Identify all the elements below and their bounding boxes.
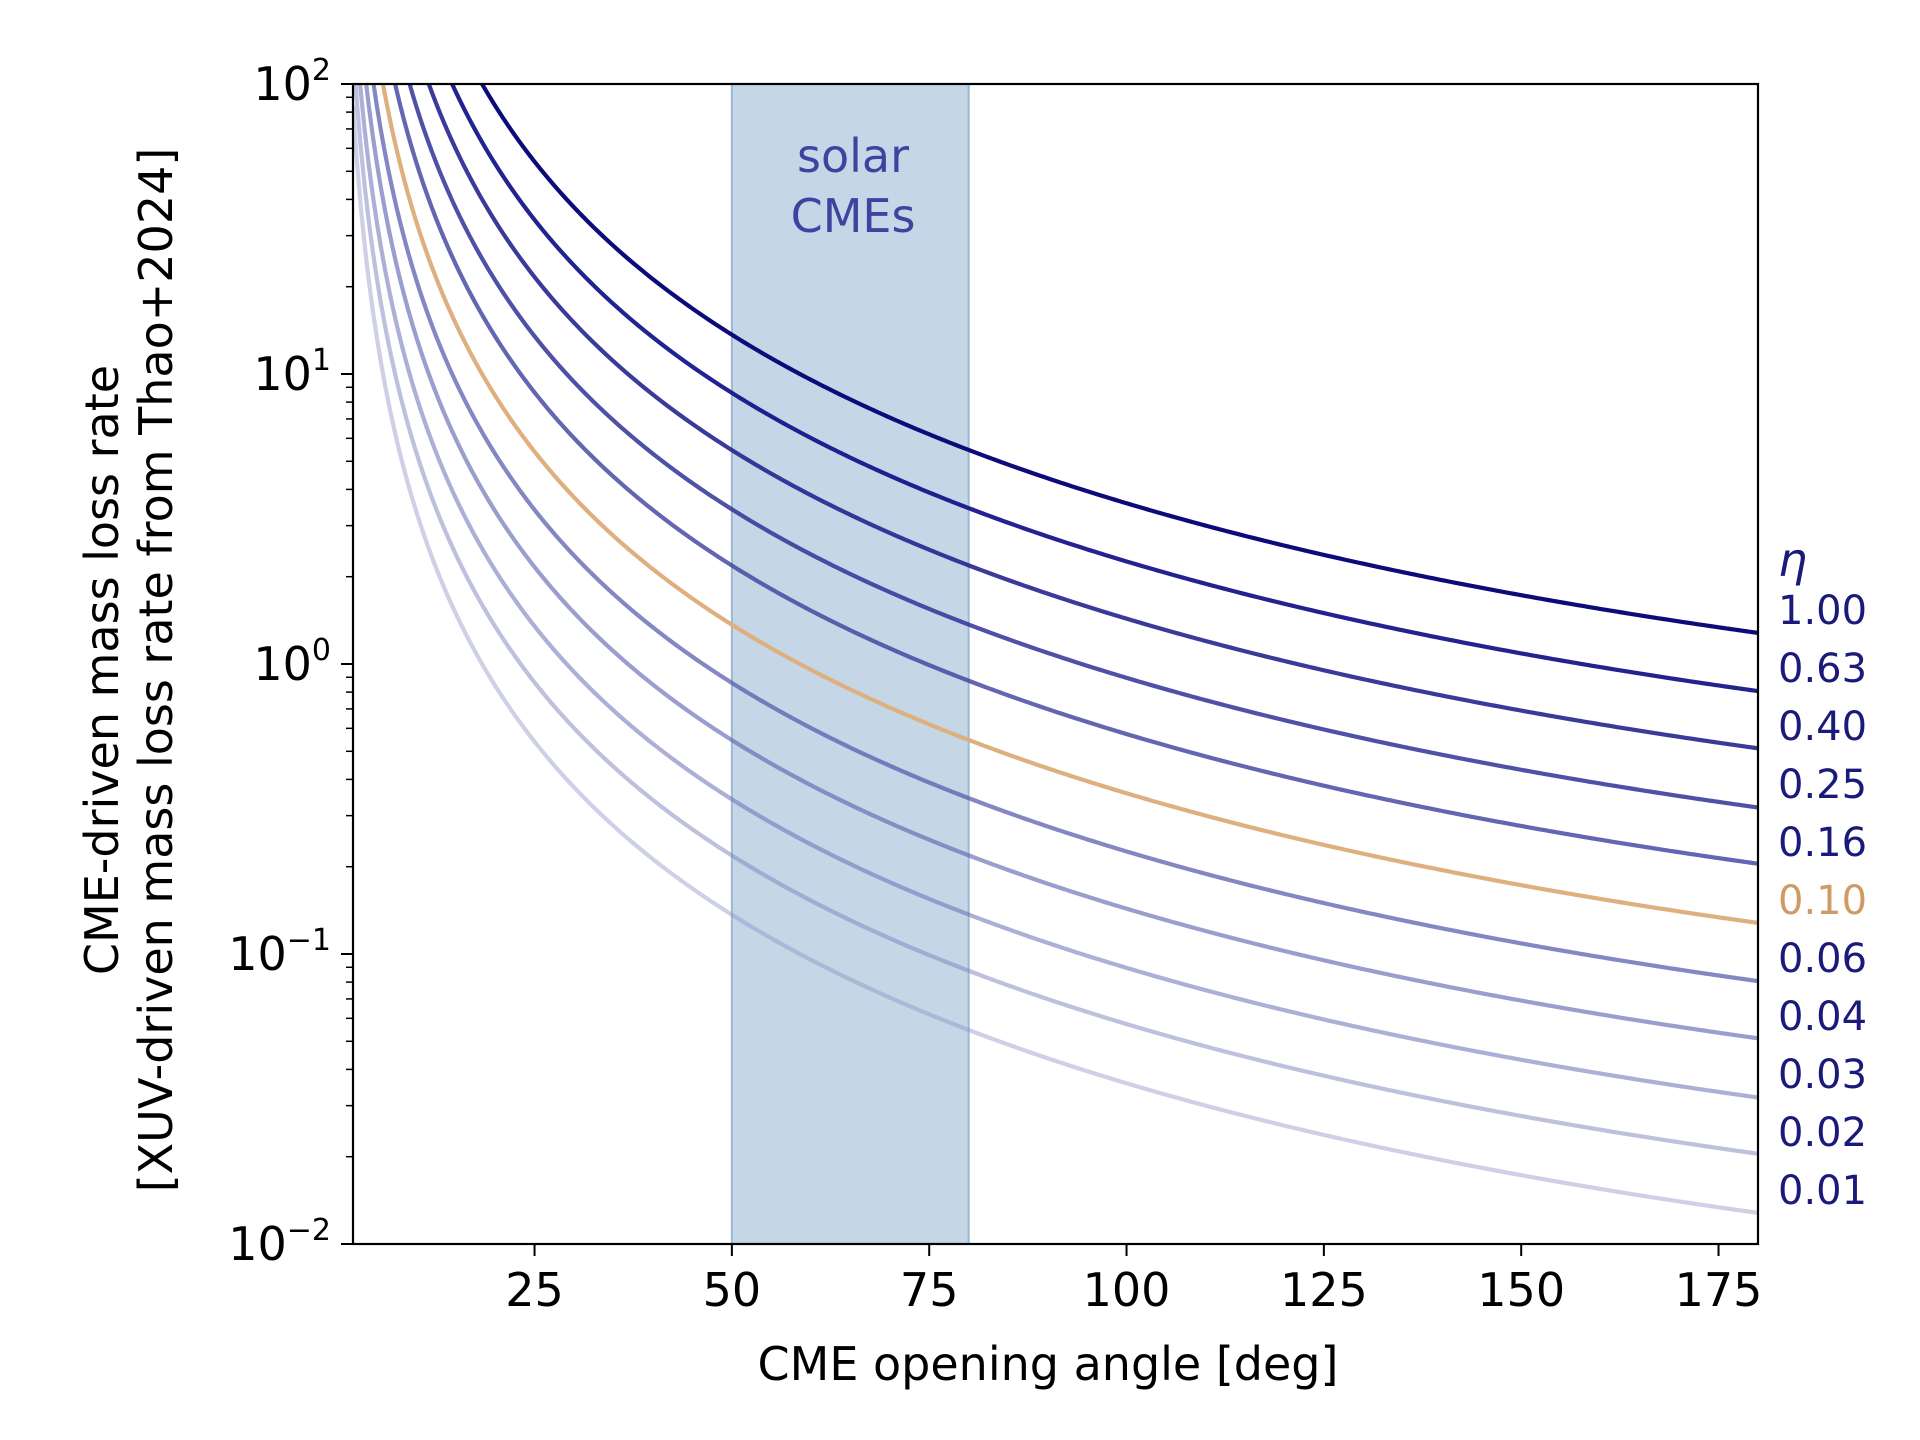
- series-label-eta-0.03: 0.03: [1778, 1052, 1867, 1098]
- series-line-eta-0.02: [353, 84, 1758, 1156]
- series-label-eta-0.40: 0.40: [1778, 704, 1867, 750]
- x-axis-label: CME opening angle [deg]: [758, 1337, 1339, 1391]
- x-tick-label: 150: [1477, 1263, 1565, 1317]
- band-label-line1: solar: [797, 129, 909, 183]
- series-label-eta-0.16: 0.16: [1778, 820, 1867, 866]
- y-tick-label: 10−2: [228, 1213, 331, 1271]
- y-axis-label-line1: CME-driven mass loss rate: [75, 365, 129, 975]
- series-label-eta-0.25: 0.25: [1778, 762, 1867, 808]
- series-label-eta-0.02: 0.02: [1778, 1110, 1867, 1156]
- series-label-eta-0.10: 0.10: [1778, 878, 1867, 924]
- series-line-eta-0.63: [449, 84, 1758, 694]
- series-label-eta-0.01: 0.01: [1778, 1168, 1867, 1214]
- series-line-eta-0.06: [371, 84, 1758, 984]
- curve-layer: [353, 84, 1758, 1215]
- series-line-eta-0.40: [426, 84, 1758, 751]
- series-label-eta-0.63: 0.63: [1778, 646, 1867, 692]
- x-tick-label: 175: [1675, 1263, 1763, 1317]
- series-line-eta-0.01: [353, 105, 1758, 1215]
- band-label-line2: CMEs: [791, 189, 916, 243]
- tick-layer: 25 50 75 100 125 150 175 102 101 100 10−1 10−2: [228, 53, 1762, 1317]
- x-tick-label: 125: [1280, 1263, 1368, 1317]
- series-line-eta-0.03: [358, 84, 1758, 1100]
- x-tick-label: 50: [703, 1263, 762, 1317]
- y-tick-label: 102: [253, 53, 331, 111]
- y-axis-label-line2: [XUV-driven mass loss rate from Thao+202…: [129, 148, 183, 1193]
- x-tick-label: 100: [1083, 1263, 1171, 1317]
- y-tick-label: 101: [253, 343, 331, 401]
- series-label-eta-0.04: 0.04: [1778, 994, 1867, 1040]
- series-label-eta-0.06: 0.06: [1778, 936, 1867, 982]
- x-tick-label: 25: [505, 1263, 564, 1317]
- series-label-eta-1.00: 1.00: [1778, 588, 1867, 634]
- series-line-eta-0.25: [407, 84, 1758, 810]
- solar-cme-band: [730, 83, 970, 1245]
- y-tick-label: 10−1: [228, 923, 331, 981]
- y-tick-label: 100: [253, 633, 331, 691]
- plot-frame: [351, 82, 1760, 1246]
- series-line-eta-0.16: [392, 84, 1758, 866]
- shaded-band-layer: [730, 83, 970, 1245]
- series-line-eta-0.04: [364, 84, 1758, 1041]
- x-tick-label: 75: [900, 1263, 959, 1317]
- legend-title-eta: η: [1778, 533, 1807, 587]
- series-line-eta-1.00: [479, 84, 1758, 635]
- series-line-eta-0.10: [380, 84, 1758, 925]
- series-label-layer: 1.00 0.63 0.40 0.25 0.16 0.10 0.06 0.04 0.03 0.02…: [1778, 588, 1867, 1214]
